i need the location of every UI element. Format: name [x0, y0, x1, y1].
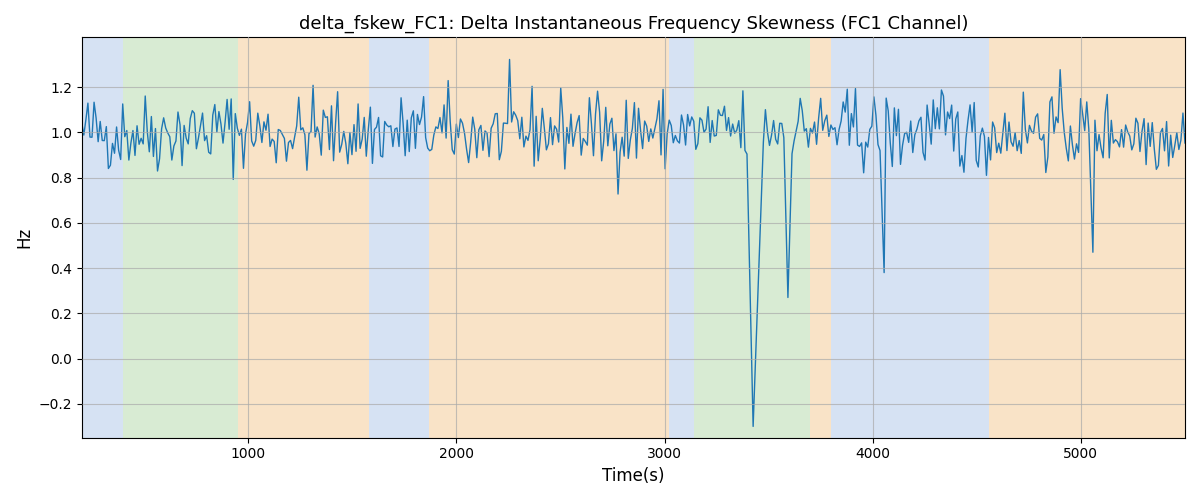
Bar — [810, 38, 832, 438]
Bar — [82, 38, 124, 438]
Y-axis label: Hz: Hz — [14, 227, 34, 248]
X-axis label: Time(s): Time(s) — [602, 467, 665, 485]
Bar — [370, 38, 430, 438]
Bar — [694, 38, 810, 438]
Bar — [238, 38, 370, 438]
Bar — [832, 38, 989, 438]
Bar — [989, 38, 1186, 438]
Bar — [430, 38, 668, 438]
Bar — [124, 38, 238, 438]
Title: delta_fskew_FC1: Delta Instantaneous Frequency Skewness (FC1 Channel): delta_fskew_FC1: Delta Instantaneous Fre… — [299, 15, 968, 34]
Bar — [668, 38, 694, 438]
